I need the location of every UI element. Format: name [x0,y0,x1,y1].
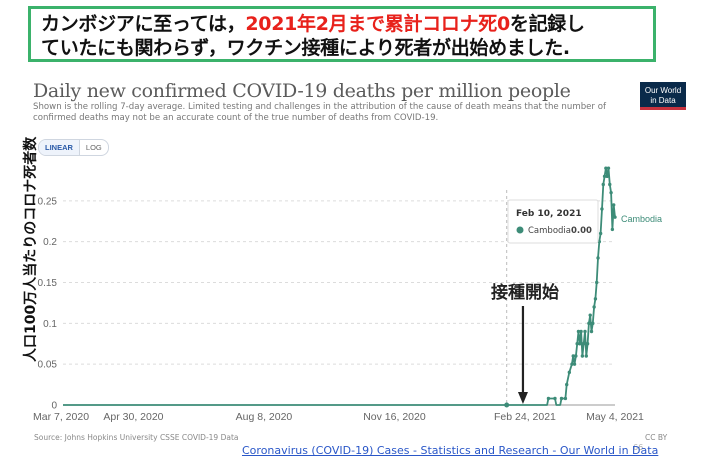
tooltip-series-name: Cambodia [528,226,571,236]
data-point [593,297,598,301]
data-point [605,174,609,179]
log-scale-button[interactable]: LOG [85,143,102,152]
data-point [606,166,611,170]
x-tick-label: Mar 7, 2020 [33,411,89,423]
y-tick-label: 0 [51,401,57,412]
data-point [601,182,605,187]
vaccination-start-label: 接種開始 [491,282,559,303]
data-point [581,342,586,346]
page-number: 66 [633,443,644,452]
data-point [565,382,569,387]
data-point [600,207,604,211]
source-link[interactable]: Coronavirus (COVID-19) Cases - Statistic… [242,444,659,457]
logo-line-2: in Data [650,96,676,105]
x-tick-label: Apr 30, 2020 [103,411,163,423]
data-point [559,396,564,401]
data-point [595,280,599,285]
scale-toggle[interactable]: LINEAR LOG [38,139,109,156]
data-point [553,396,557,401]
data-point [608,182,612,187]
y-tick-label: 0.2 [43,237,57,248]
linear-scale-button[interactable]: LINEAR [39,140,80,155]
chart-subtitle: Shown is the rolling 7-day average. Limi… [33,102,606,123]
data-point [567,370,572,375]
y-tick-label: 0.1 [43,319,57,330]
data-point [578,342,582,346]
x-tick-label: Aug 8, 2020 [236,411,293,423]
owid-logo[interactable]: Our World in Data [640,82,686,110]
data-point [587,321,591,326]
data-point [604,166,608,170]
headline-text-pre: カンボジアに至っては， [41,13,246,35]
x-tick-label: Nov 16, 2020 [363,411,426,423]
x-tick-label: May 4, 2021 [586,411,644,423]
headline-highlight: 2021年2月まで累計コロナ死0 [245,13,510,35]
data-point [611,203,616,207]
data-point [572,362,577,366]
series-end-label: Cambodia [621,214,662,224]
tooltip-box [507,199,599,244]
data-point [563,396,568,401]
tooltip-date: Feb 10, 2021 [516,209,582,219]
data-point [602,174,607,179]
source-note: Source: Johns Hopkins University CSSE CO… [34,433,239,442]
data-point [609,190,613,195]
y-tick-label: 0.05 [38,360,58,371]
data-point [546,396,551,401]
headline-line-1: カンボジアに至っては，2021年2月まで累計コロナ死0を記録し [41,12,645,36]
logo-line-1: Our World [644,86,682,95]
headline-line-2: ていたにも関わらず，ワクチン接種により死者が出始めました. [41,37,570,59]
data-point [610,227,615,232]
data-point [574,354,578,358]
annotation-arrow-head [517,392,528,404]
license-label: CC BY [645,433,668,442]
data-point [575,342,579,346]
data-point [571,354,575,358]
x-tick-labels: Mar 7, 2020 Apr 30, 2020 Aug 8, 2020 Nov 16… [33,411,644,423]
data-point [598,231,603,236]
tooltip-series-dot [516,226,524,234]
data-point [591,321,595,326]
headline-text-post: を記録し [509,13,585,35]
data-point [596,256,600,260]
data-point [589,329,594,334]
series-layer: Cambodia [63,166,662,406]
data-point [579,329,583,334]
y-tick-label: 0.25 [38,196,58,207]
data-point [585,342,590,346]
data-point [588,313,592,317]
chart-title: Daily new confirmed COVID-19 deaths per … [33,80,571,102]
data-point [580,354,585,358]
tooltip-value: 0.00 [571,226,592,236]
headline-box: カンボジアに至っては，2021年2月まで累計コロナ死0を記録し ていたにも関わら… [28,6,656,62]
data-point [584,354,588,358]
y-tick-labels: 0 0.05 0.1 0.15 0.2 0.25 [38,196,58,411]
data-point [570,362,574,366]
data-point [576,329,581,334]
annotation-layer: Feb 10, 2021 Cambodia 0.00 接種開始 [491,190,599,408]
y-tick-label: 0.15 [38,278,58,289]
hover-point [504,402,510,408]
data-point [592,305,596,309]
data-point [583,329,587,334]
x-tick-label: Feb 24, 2021 [494,411,556,423]
data-point [613,215,617,219]
